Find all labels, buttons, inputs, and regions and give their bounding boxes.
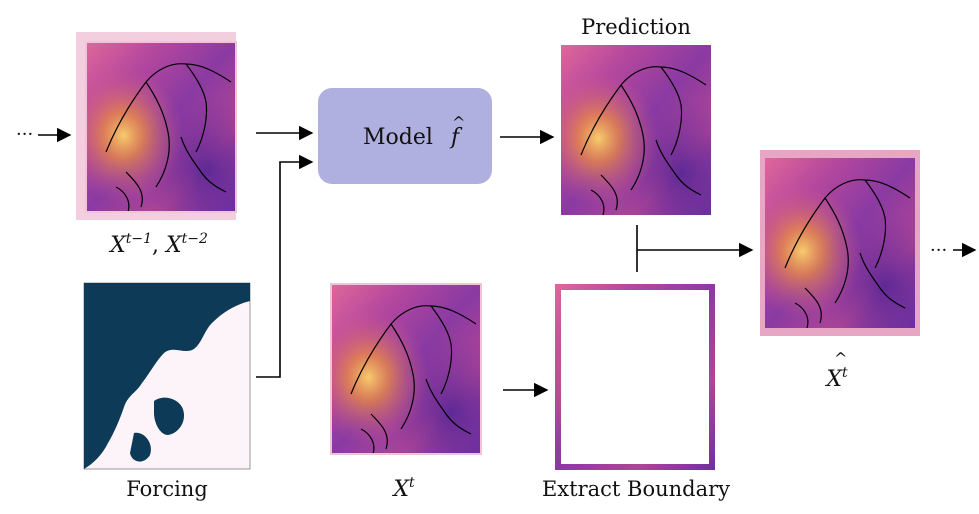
output-state-label: Xt [824, 365, 848, 392]
ellipsis-in: ··· [16, 124, 33, 145]
model-label: Model [363, 125, 433, 150]
boundary-field [555, 284, 715, 470]
ellipsis-out: ··· [930, 240, 947, 261]
prediction-label: Prediction [581, 15, 691, 39]
forcing-map [83, 282, 251, 470]
current-state-field [330, 283, 482, 455]
forcing-label: Forcing [126, 477, 208, 501]
model-hat: ^ [452, 113, 465, 132]
model-box [318, 88, 492, 184]
arrow-forcing-to-model [256, 154, 314, 378]
extract-boundary-label: Extract Boundary [542, 477, 730, 501]
input-states-stack [76, 32, 237, 220]
input-states-label: Xt−1, Xt−2 [108, 231, 208, 258]
prediction-field [560, 44, 712, 216]
current-state-label: Xt [391, 475, 415, 502]
state-x-t-1 [85, 41, 237, 213]
output-hat: ^ [834, 349, 847, 368]
output-state-field [760, 150, 920, 336]
